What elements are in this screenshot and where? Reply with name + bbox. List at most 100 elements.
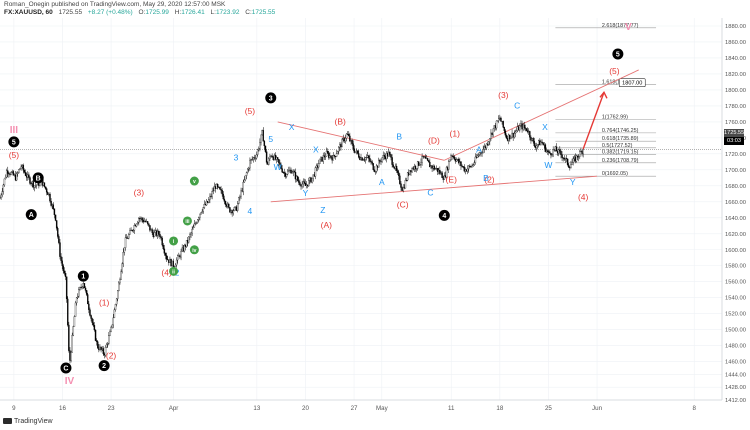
candle-body (520, 123, 522, 126)
candle-body (570, 164, 572, 169)
candle-body (446, 167, 449, 170)
wave-circle-label: 1 (81, 274, 85, 281)
target-box-label: 1807.00 (622, 81, 642, 87)
candle-body (12, 171, 15, 176)
candle-body (432, 165, 434, 169)
candle-body (113, 309, 116, 319)
candle-body (528, 131, 530, 133)
candle-body (429, 161, 431, 168)
candle-body (98, 347, 100, 350)
candle-body (483, 146, 485, 150)
candle-body (489, 138, 491, 142)
wave-label: Y (303, 188, 309, 198)
countdown-badge: 03:03 (724, 137, 744, 145)
candle-body (565, 158, 568, 160)
wave-label: (4) (161, 267, 172, 277)
candle-body (147, 221, 149, 224)
candle-body (366, 155, 369, 158)
candle-body (239, 196, 241, 198)
candle-body (481, 152, 483, 154)
candle-body (32, 181, 35, 188)
candle-body (384, 156, 387, 160)
candle-body (566, 158, 569, 166)
candle-body (18, 169, 20, 173)
candle-body (22, 165, 25, 171)
candle-body (262, 130, 264, 142)
candle-body (50, 200, 52, 206)
candle-body (154, 230, 157, 233)
candle-body (210, 195, 212, 197)
candle-body (582, 149, 584, 154)
candle-body (462, 166, 464, 168)
wave-circle-marker (169, 266, 179, 276)
projection-arrowhead (599, 91, 608, 99)
candle-body (256, 149, 259, 155)
candle-body (258, 148, 260, 150)
candle-body (285, 174, 288, 177)
candle-body (225, 204, 228, 207)
wave-circle-label: B (36, 175, 41, 182)
candle-body (110, 327, 112, 332)
candle-body (222, 193, 224, 200)
candle-body (123, 247, 126, 253)
wave-circle-label: v (193, 179, 196, 185)
candle-body (223, 198, 226, 202)
open-value: 1725.99 (145, 9, 169, 16)
candle-body (84, 287, 87, 291)
candle-body (15, 173, 18, 181)
candle-body (142, 219, 144, 223)
candle-body (542, 142, 544, 146)
x-tick-label: 11 (448, 405, 455, 412)
candle-body (340, 144, 342, 148)
candle-body (93, 325, 96, 331)
candle-body (14, 174, 17, 181)
candle-body (170, 259, 172, 267)
candle-body (53, 208, 56, 216)
candle-body (563, 157, 565, 160)
wave-circle-marker (189, 245, 199, 255)
candle-body (554, 146, 557, 151)
candle-body (233, 207, 236, 211)
candle-body (83, 283, 86, 289)
fib-label: 0.618(1735.89) (602, 136, 639, 142)
candle-body (360, 157, 362, 160)
y-tick-label: 1780.00 (725, 104, 746, 110)
candle-body (390, 154, 392, 158)
wave-label: IV (65, 376, 75, 387)
candle-body (458, 159, 460, 164)
wave-label: 3 (234, 152, 239, 162)
candle-body (224, 201, 227, 205)
candle-body (289, 169, 291, 171)
y-tick-label: 1880.00 (725, 24, 746, 30)
candle-body (175, 259, 178, 266)
candle-body (212, 190, 214, 192)
candle-body (571, 162, 573, 165)
x-tick-label: 16 (59, 405, 66, 412)
close-value: 1725.55 (251, 9, 276, 16)
candle-body (506, 138, 509, 141)
brand-text: TradingView (14, 418, 53, 425)
candle-body (48, 193, 50, 195)
candle-body (490, 132, 492, 139)
candle-body (269, 156, 271, 160)
candle-body (87, 294, 89, 305)
candle-body (120, 271, 122, 280)
candle-body (105, 344, 108, 348)
candle-body (449, 159, 451, 162)
wave-circle-label: C (63, 366, 68, 373)
candle-body (313, 174, 316, 177)
candle-body (484, 146, 487, 149)
candle-body (51, 204, 53, 206)
candle-body (157, 231, 159, 236)
candle-body (101, 348, 103, 350)
candle-body (151, 229, 153, 233)
candle-body (295, 176, 298, 180)
candle-body (203, 203, 206, 208)
candle-body (0, 194, 2, 199)
candle-body (232, 210, 234, 214)
candle-body (392, 164, 394, 168)
wave-circle-marker (438, 209, 450, 221)
candle-body (27, 174, 29, 178)
candle-body (237, 203, 239, 211)
